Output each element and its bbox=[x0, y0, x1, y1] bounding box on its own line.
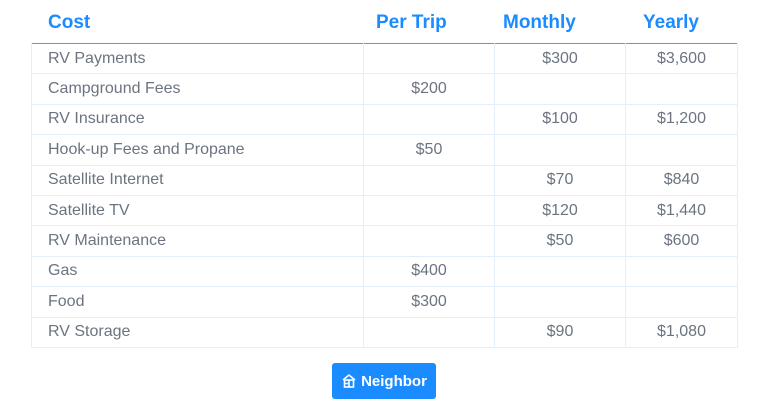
per-trip-cell: $300 bbox=[363, 286, 495, 318]
cost-name: RV Insurance bbox=[31, 103, 364, 136]
per-trip-cell: $200 bbox=[363, 73, 495, 105]
cost-name: Campground Fees bbox=[31, 73, 364, 105]
neighbor-label: Neighbor bbox=[361, 372, 427, 390]
cost-name: Gas bbox=[31, 255, 364, 288]
table-row: Satellite TV $120 $1,440 bbox=[31, 194, 738, 227]
cost-name: RV Maintenance bbox=[31, 225, 364, 257]
per-trip-cell bbox=[363, 194, 495, 227]
monthly-cell bbox=[494, 73, 626, 105]
yearly-cell bbox=[625, 255, 738, 288]
table-row: RV Payments $300 $3,600 bbox=[31, 43, 738, 75]
per-trip-cell bbox=[363, 316, 495, 348]
monthly-cell: $70 bbox=[494, 164, 626, 196]
yearly-cell: $3,600 bbox=[625, 43, 738, 75]
header-yearly: Yearly bbox=[643, 12, 699, 33]
monthly-cell bbox=[494, 255, 626, 288]
monthly-cell bbox=[494, 286, 626, 318]
table-row: Hook-up Fees and Propane $50 bbox=[31, 134, 738, 166]
monthly-cell: $120 bbox=[494, 194, 626, 227]
yearly-cell: $600 bbox=[625, 225, 738, 257]
house-icon bbox=[342, 373, 356, 388]
per-trip-cell bbox=[363, 164, 495, 196]
yearly-cell: $840 bbox=[625, 164, 738, 196]
table-row: RV Insurance $100 $1,200 bbox=[31, 103, 738, 136]
cost-name: Satellite TV bbox=[31, 194, 364, 227]
header-cost: Cost bbox=[48, 12, 91, 33]
cost-table: RV Payments $300 $3,600 Campground Fees $200… bbox=[31, 43, 738, 348]
yearly-cell bbox=[625, 134, 738, 166]
table-row: RV Maintenance $50 $600 bbox=[31, 225, 738, 257]
per-trip-cell bbox=[363, 225, 495, 257]
header-per-trip: Per Trip bbox=[376, 12, 447, 33]
yearly-cell: $1,440 bbox=[625, 194, 738, 227]
cost-name: Satellite Internet bbox=[31, 164, 364, 196]
per-trip-cell: $400 bbox=[363, 255, 495, 288]
cost-name: Hook-up Fees and Propane bbox=[31, 134, 364, 166]
cost-name: RV Storage bbox=[31, 316, 364, 348]
monthly-cell bbox=[494, 134, 626, 166]
cost-name: RV Payments bbox=[31, 43, 364, 75]
table-row: Campground Fees $200 bbox=[31, 73, 738, 105]
table-row: RV Storage $90 $1,080 bbox=[31, 316, 738, 348]
per-trip-cell: $50 bbox=[363, 134, 495, 166]
table-row: Food $300 bbox=[31, 286, 738, 318]
header-monthly: Monthly bbox=[503, 12, 576, 33]
yearly-cell: $1,080 bbox=[625, 316, 738, 348]
cost-name: Food bbox=[31, 286, 364, 318]
yearly-cell bbox=[625, 286, 738, 318]
per-trip-cell bbox=[363, 43, 495, 75]
neighbor-logo-button[interactable]: Neighbor bbox=[332, 363, 436, 399]
monthly-cell: $50 bbox=[494, 225, 626, 257]
table-row: Satellite Internet $70 $840 bbox=[31, 164, 738, 196]
monthly-cell: $300 bbox=[494, 43, 626, 75]
yearly-cell: $1,200 bbox=[625, 103, 738, 136]
monthly-cell: $100 bbox=[494, 103, 626, 136]
monthly-cell: $90 bbox=[494, 316, 626, 348]
table-row: Gas $400 bbox=[31, 255, 738, 288]
per-trip-cell bbox=[363, 103, 495, 136]
yearly-cell bbox=[625, 73, 738, 105]
